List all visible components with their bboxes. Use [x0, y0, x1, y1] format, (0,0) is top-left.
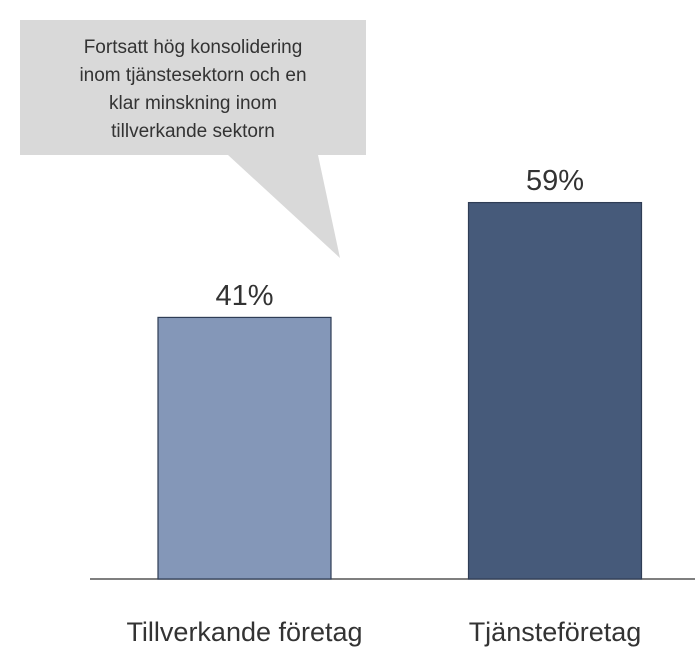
value-label: 41% [215, 280, 273, 312]
bar [157, 316, 332, 580]
annotation-line: klar minskning inom [109, 93, 277, 114]
value-label: 59% [526, 165, 584, 197]
annotation-line: Fortsatt hög konsolidering [84, 37, 303, 58]
annotation-line: inom tjänstesektorn och en [79, 65, 306, 86]
bar [467, 201, 643, 580]
x-tick-label: Tjänsteföretag [469, 617, 642, 647]
x-tick-label: Tillverkande företag [126, 617, 362, 647]
callout [20, 20, 366, 258]
annotation-line: tillverkande sektorn [111, 121, 275, 142]
